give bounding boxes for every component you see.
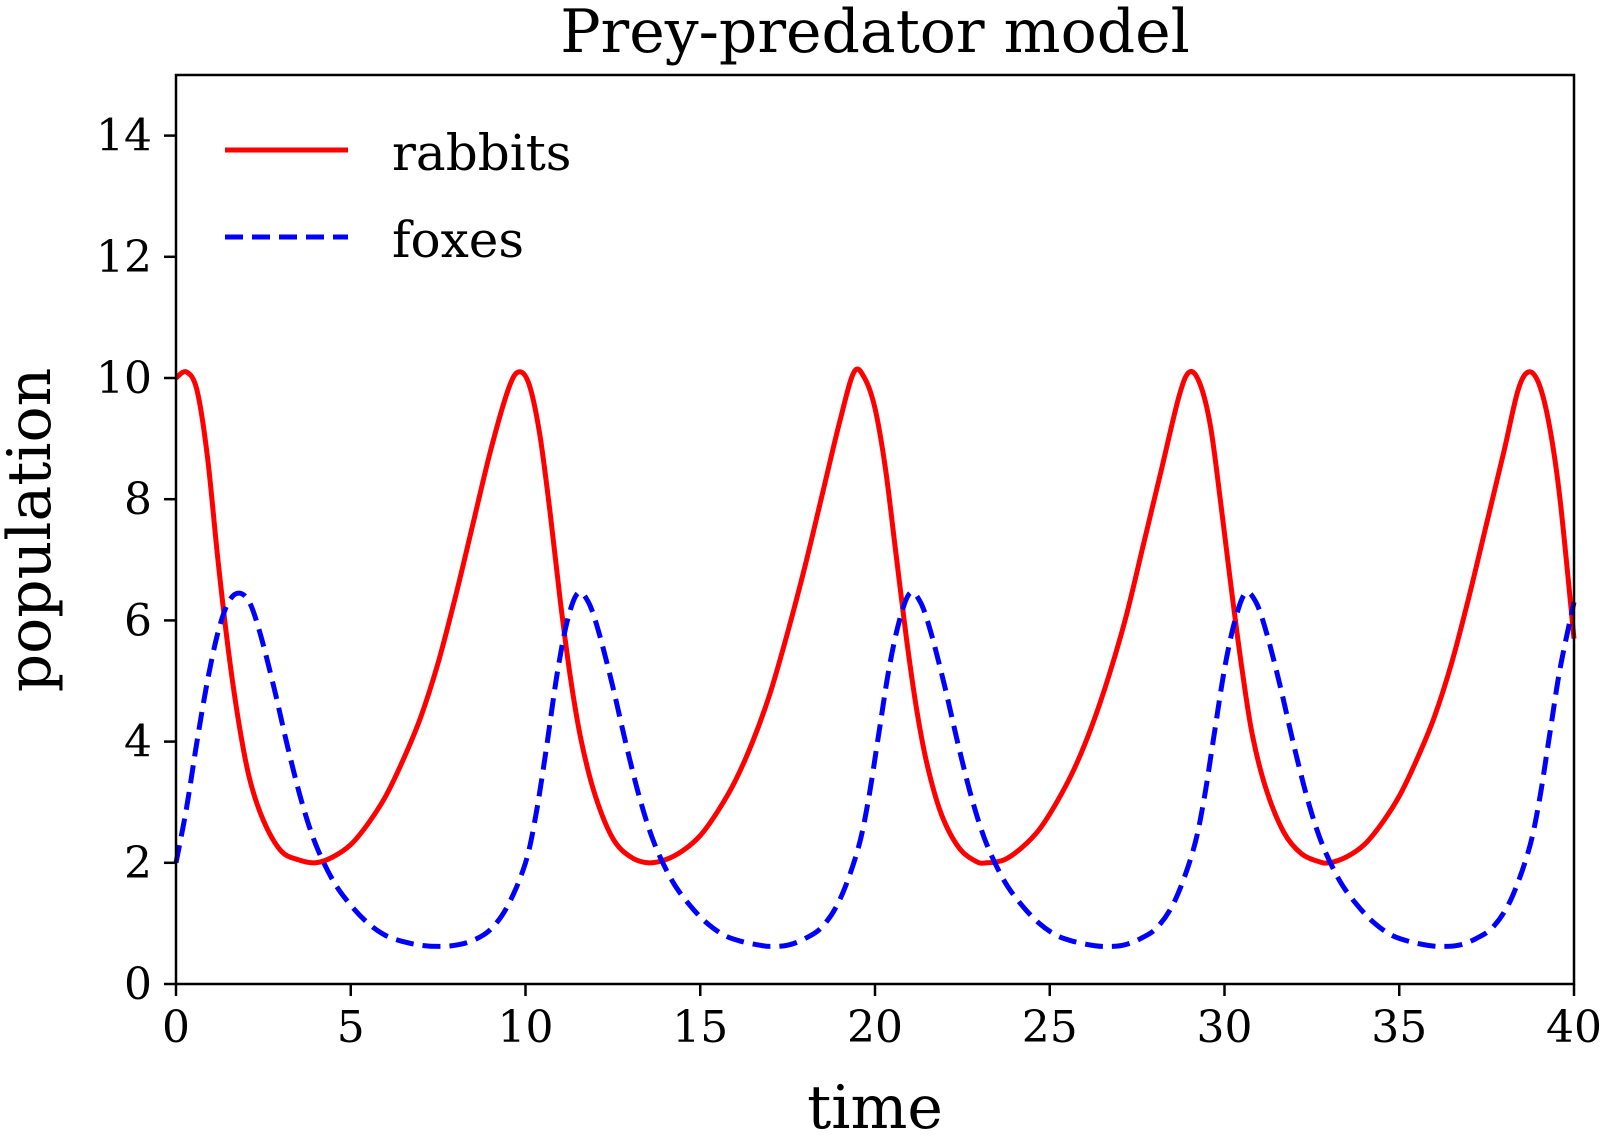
x-tick-label: 15 xyxy=(672,1002,728,1053)
y-tick-label: 0 xyxy=(124,959,152,1010)
series-line-foxes xyxy=(173,589,1577,949)
y-tick-label: 4 xyxy=(124,717,152,768)
x-tick-label: 30 xyxy=(1197,1002,1253,1053)
legend-label-rabbits: rabbits xyxy=(392,124,571,182)
y-tick-label: 8 xyxy=(124,474,152,525)
x-tick-label: 5 xyxy=(337,1002,365,1053)
x-tick-label: 20 xyxy=(847,1002,903,1053)
plot-area xyxy=(173,73,1577,986)
chart-title: Prey-predator model xyxy=(560,0,1190,67)
y-tick-label: 14 xyxy=(96,111,152,162)
y-tick-label: 12 xyxy=(96,232,152,283)
y-tick-label: 10 xyxy=(96,353,152,404)
series-layer xyxy=(173,366,1577,949)
y-axis-label: population xyxy=(0,368,65,693)
x-tick-label: 10 xyxy=(498,1002,554,1053)
x-tick-label: 35 xyxy=(1371,1002,1427,1053)
legend: rabbits foxes xyxy=(225,124,571,269)
x-tick-label: 40 xyxy=(1546,1002,1601,1053)
x-axis-label: time xyxy=(807,1073,943,1142)
y-axis-ticks: 0 2 4 6 8 10 12 14 xyxy=(96,111,176,1010)
series-line-rabbits xyxy=(174,366,1577,866)
legend-label-foxes: foxes xyxy=(392,211,524,269)
x-tick-label: 25 xyxy=(1022,1002,1078,1053)
x-tick-label: 0 xyxy=(162,1002,190,1053)
y-tick-label: 2 xyxy=(124,838,152,889)
y-tick-label: 6 xyxy=(124,595,152,646)
x-axis-ticks: 0 5 10 15 20 25 30 35 40 xyxy=(162,984,1601,1053)
